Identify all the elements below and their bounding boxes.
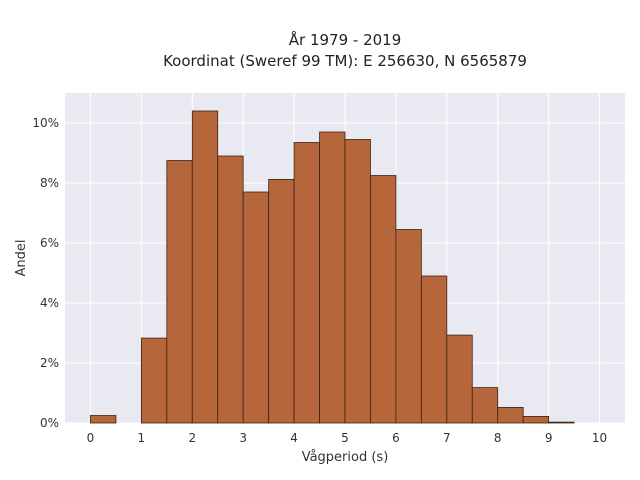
x-tick-label: 5 xyxy=(341,431,349,445)
histogram-bar xyxy=(548,421,575,424)
histogram-bars xyxy=(90,110,575,424)
histogram-bar xyxy=(242,191,270,424)
y-tick-labels: 0% 2% 4% 6% 8% 10% xyxy=(32,116,59,430)
y-tick-label: 0% xyxy=(40,416,59,430)
histogram-bar xyxy=(166,160,193,424)
histogram-bar xyxy=(217,155,244,424)
x-tick-label: 10 xyxy=(592,431,607,445)
histogram-bar xyxy=(293,142,320,424)
histogram-bar xyxy=(191,110,219,424)
histogram-bar xyxy=(497,406,524,424)
histogram-bar xyxy=(522,415,550,424)
x-tick-label: 3 xyxy=(239,431,247,445)
chart-title-line-2: Koordinat (Sweref 99 TM): E 256630, N 65… xyxy=(163,52,527,70)
y-tick-label: 6% xyxy=(40,236,59,250)
x-tick-label: 6 xyxy=(392,431,400,445)
histogram-bar xyxy=(471,387,499,424)
histogram-bar xyxy=(395,229,422,424)
x-tick-label: 1 xyxy=(138,431,146,445)
histogram-bar xyxy=(268,178,295,424)
x-tick-label: 4 xyxy=(290,431,298,445)
x-tick-label: 9 xyxy=(545,431,553,445)
histogram-bar xyxy=(90,415,117,424)
histogram-bar xyxy=(140,337,168,424)
histogram-bar xyxy=(370,175,397,424)
y-axis-label: Andel xyxy=(14,240,29,277)
y-tick-label: 2% xyxy=(40,356,59,370)
x-tick-label: 7 xyxy=(443,431,451,445)
histogram-bar xyxy=(420,275,448,424)
x-tick-label: 0 xyxy=(87,431,95,445)
y-tick-label: 10% xyxy=(32,116,59,130)
y-tick-label: 8% xyxy=(40,176,59,190)
chart-title-line-1: År 1979 - 2019 xyxy=(289,30,402,49)
x-axis-label: Vågperiod (s) xyxy=(302,450,389,465)
histogram-bar xyxy=(319,131,346,424)
y-tick-label: 4% xyxy=(40,296,59,310)
x-tick-labels: 0 1 2 3 4 5 6 7 8 9 10 xyxy=(87,431,608,445)
x-tick-label: 2 xyxy=(188,431,196,445)
histogram-bar xyxy=(344,139,371,424)
x-tick-label: 8 xyxy=(494,431,502,445)
histogram-bar xyxy=(446,334,473,424)
